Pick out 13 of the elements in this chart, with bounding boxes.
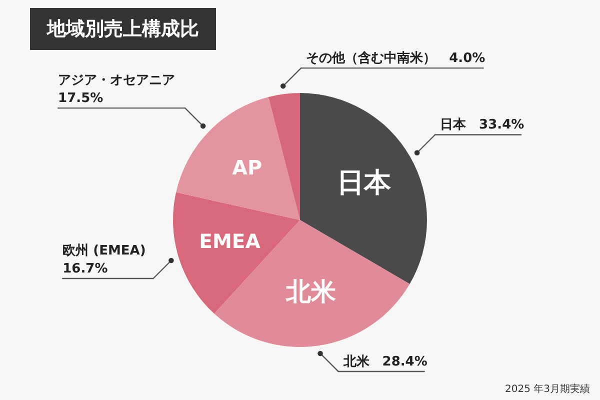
category-label: 北米 28.4%	[343, 354, 428, 370]
text: 2025 年3月期実績	[505, 383, 590, 395]
category-label: 日本 33.4%	[440, 118, 524, 133]
data-label: 17.5%	[58, 91, 104, 106]
slice-label: その他（含む中南米） 4.0%	[306, 50, 486, 66]
slice-label: 北米	[285, 276, 336, 306]
slice-label: 日本	[336, 167, 392, 198]
chart-title: 地域別売上構成比	[46, 18, 199, 40]
text: AP	[232, 156, 262, 180]
slice-label: アジア・オセアニア	[58, 73, 176, 88]
text: EMEA	[199, 230, 260, 254]
data-label: 16.7%	[62, 262, 108, 277]
slice-label: 欧州 (EMEA)	[62, 244, 146, 259]
